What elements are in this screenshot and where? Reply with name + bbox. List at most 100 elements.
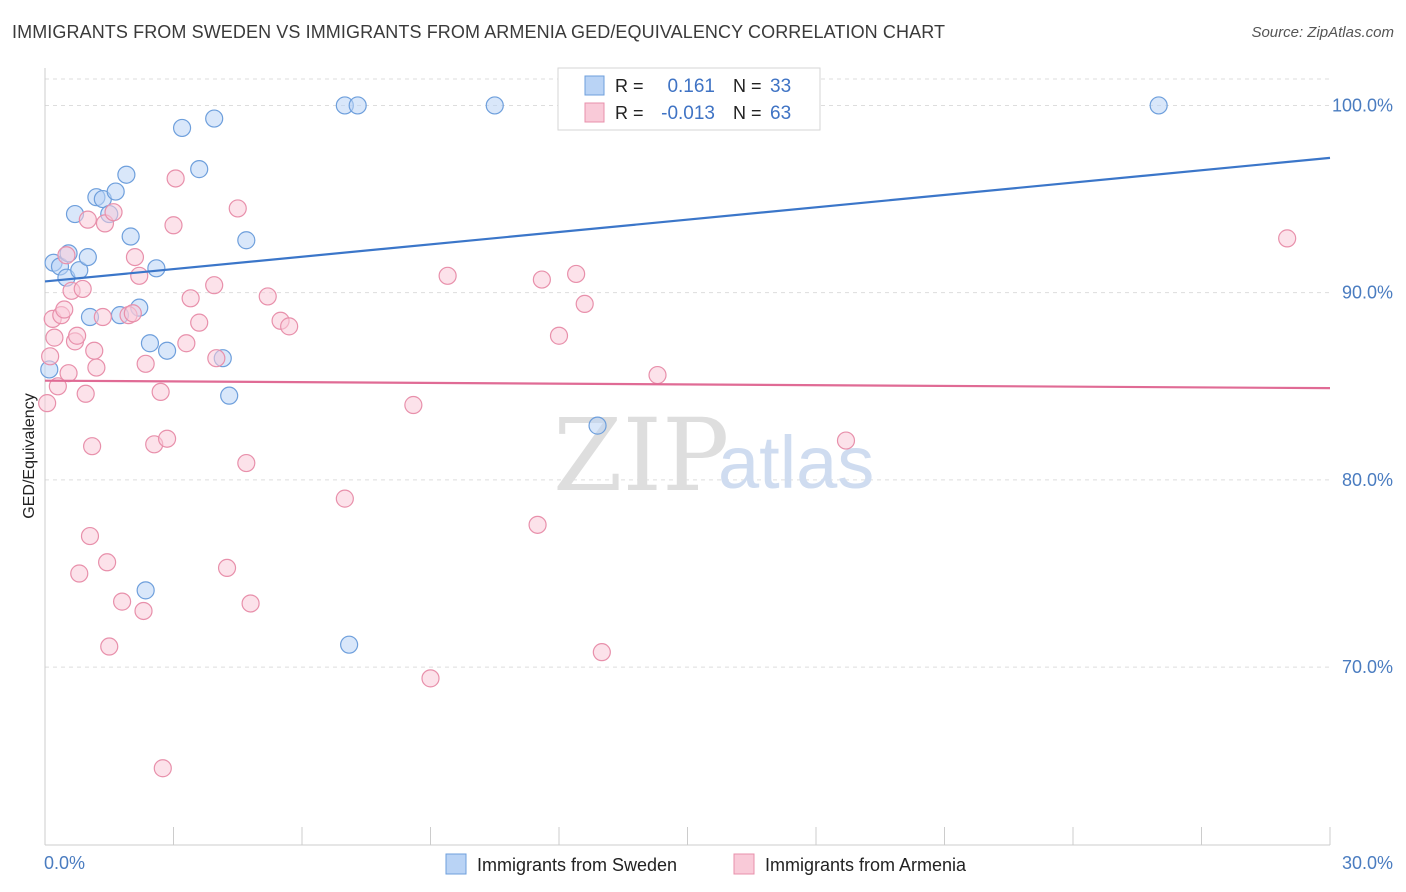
sweden-point-29 [485, 96, 504, 115]
sweden-point-30 [588, 416, 607, 435]
sweden-point-13 [117, 165, 136, 184]
sweden-point-22 [205, 109, 224, 128]
legend-n-value-2: 63 [770, 103, 791, 124]
armenia-point-39 [181, 289, 200, 308]
sweden-point-16 [136, 581, 155, 600]
armenia-point-50 [335, 489, 354, 508]
bottom-legend-armenia-swatch [733, 853, 755, 875]
armenia-point-14 [76, 384, 95, 403]
bottom-legend-sweden-label: Immigrants from Sweden [477, 855, 677, 875]
y-tick-labels: 100.0% 90.0% 80.0% 70.0% [1332, 95, 1393, 677]
y-tick-label-1: 90.0% [1342, 283, 1393, 303]
sweden-point-25 [237, 231, 256, 250]
armenia-point-57 [567, 264, 586, 284]
armenia-point-6 [55, 300, 74, 319]
watermark-zip: ZIP [553, 397, 729, 514]
armenia-point-36 [166, 169, 185, 188]
sweden-point-14 [121, 227, 140, 246]
sweden-trend-line [44, 156, 1331, 283]
armenia-point-28 [125, 248, 145, 267]
armenia-point-56 [549, 326, 569, 345]
armenia-point-40 [190, 313, 209, 332]
armenia-point-24 [104, 203, 123, 222]
armenia-point-34 [153, 759, 172, 778]
sweden-point-21 [190, 160, 209, 179]
armenia-point-47 [258, 287, 277, 306]
sweden-point-24 [220, 386, 239, 405]
armenia-point-1 [41, 347, 60, 366]
armenia-point-37 [164, 216, 183, 235]
armenia-point-33 [151, 382, 170, 402]
armenia-point-11 [68, 326, 87, 345]
armenia-point-19 [87, 358, 106, 377]
watermark: ZIP atlas [553, 397, 874, 514]
armenia-point-49 [280, 317, 299, 336]
x-ticks [44, 827, 1331, 845]
bottom-legend: Immigrants from Sweden Immigrants from A… [445, 853, 967, 875]
armenia-point-16 [80, 526, 100, 546]
armenia-point-15 [78, 210, 97, 229]
armenia-point-62 [1278, 229, 1297, 248]
armenia-point-54 [528, 515, 547, 534]
x-tick-label-left: 0.0% [44, 853, 85, 873]
x-tick-label-right: 30.0% [1342, 853, 1393, 873]
legend-r-value-1: 0.161 [667, 76, 715, 97]
armenia-point-31 [136, 354, 155, 373]
armenia-point-20 [93, 307, 112, 327]
armenia-point-45 [237, 453, 256, 473]
armenia-point-12 [70, 564, 89, 583]
sweden-point-6 [78, 248, 97, 267]
armenia-point-7 [57, 246, 76, 265]
armenia-point-53 [438, 266, 457, 285]
armenia-point-30 [134, 601, 153, 621]
armenia-point-60 [648, 365, 667, 385]
legend-r-label-2: R = [615, 103, 644, 123]
y-axis-label: GED/Equivalency [21, 393, 38, 518]
sweden-point-31 [1149, 96, 1168, 115]
armenia-point-23 [100, 637, 119, 656]
y-tick-label-0: 100.0% [1332, 95, 1393, 115]
chart-title: IMMIGRANTS FROM SWEDEN VS IMMIGRANTS FRO… [12, 22, 946, 42]
armenia-trend-line [44, 379, 1331, 390]
legend-r-label-1: R = [615, 76, 644, 96]
sweden-point-11 [106, 182, 125, 201]
armenia-point-42 [207, 349, 226, 368]
armenia-point-41 [205, 276, 224, 295]
armenia-point-44 [228, 199, 247, 218]
armenia-point-25 [112, 592, 132, 611]
armenia-point-4 [48, 377, 67, 396]
legend-n-value-1: 33 [770, 76, 791, 97]
series-armenia-points [38, 169, 1297, 778]
y-tick-label-2: 80.0% [1342, 470, 1393, 490]
sweden-point-28 [348, 96, 367, 115]
grid-lines [45, 78, 1330, 668]
sweden-point-19 [157, 341, 177, 360]
armenia-point-8 [59, 364, 78, 383]
sweden-point-20 [172, 118, 192, 138]
armenia-point-27 [123, 304, 142, 323]
y-tick-label-3: 70.0% [1342, 657, 1393, 677]
armenia-point-59 [592, 643, 611, 662]
series-sweden-points [40, 96, 1168, 654]
armenia-swatch [584, 102, 605, 123]
armenia-point-58 [575, 294, 594, 314]
source-label: Source: ZipAtlas.com [1251, 24, 1394, 41]
armenia-point-35 [157, 429, 177, 448]
armenia-point-29 [130, 266, 149, 285]
armenia-point-51 [404, 395, 423, 415]
legend-n-label-1: N = [733, 76, 762, 96]
armenia-point-55 [532, 270, 551, 289]
armenia-point-0 [38, 394, 57, 413]
sweden-swatch [584, 75, 605, 96]
stats-legend: R = 0.161 N = 33 R = -0.013 N = 63 [557, 67, 821, 131]
legend-r-value-2: -0.013 [661, 103, 715, 124]
legend-n-label-2: N = [733, 103, 762, 123]
armenia-point-22 [98, 553, 117, 572]
sweden-point-18 [147, 259, 166, 278]
armenia-point-43 [217, 558, 237, 578]
armenia-point-3 [45, 328, 64, 347]
sweden-point-27 [340, 635, 359, 654]
armenia-point-38 [177, 334, 196, 353]
armenia-point-46 [241, 594, 260, 613]
